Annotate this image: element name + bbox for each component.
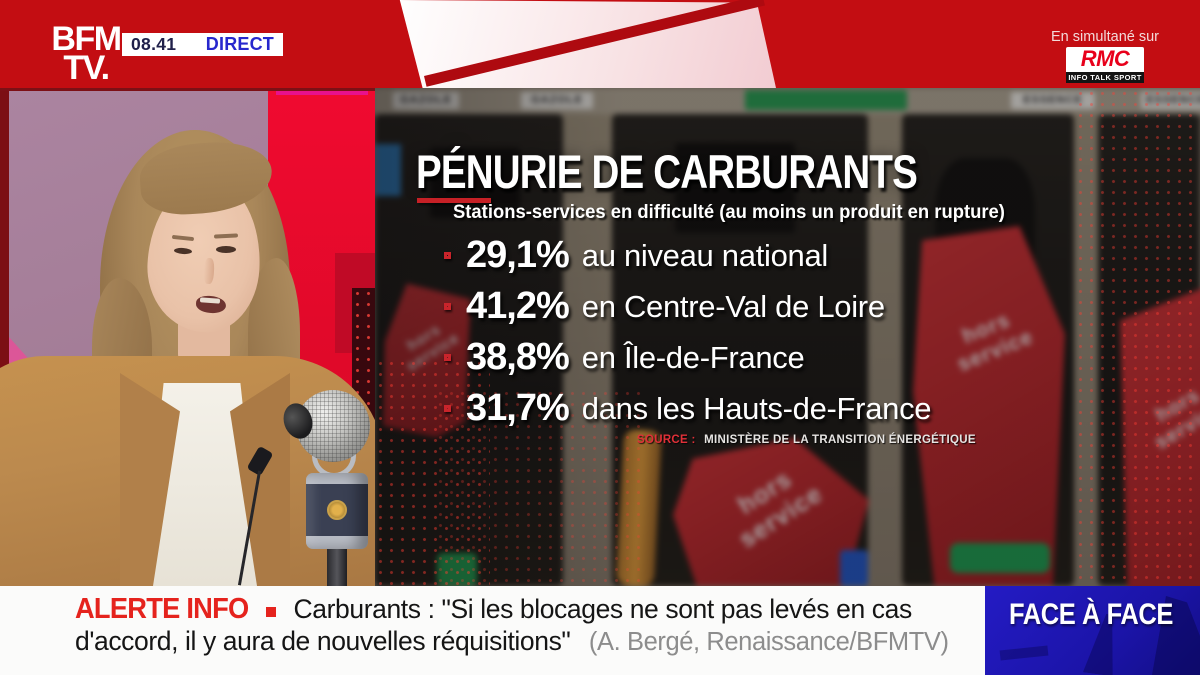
bfm-logo-line2: TV. bbox=[63, 48, 110, 87]
source-line: SOURCE : MINISTÈRE DE LA TRANSITION ÉNER… bbox=[637, 434, 976, 446]
bfm-logo-line1: BFM bbox=[51, 20, 122, 58]
title-red-underline bbox=[417, 198, 491, 203]
stat-label: dans les Hauts-de-France bbox=[581, 390, 932, 426]
source-text: MINISTÈRE DE LA TRANSITION ÉNERGÉTIQUE bbox=[704, 434, 976, 446]
red-dots-pattern bbox=[435, 388, 645, 586]
stat-bullet-icon bbox=[444, 303, 451, 310]
source-label: SOURCE : bbox=[637, 434, 696, 446]
video-area: GAZOLE GAZOLE ESSENCE ESSENCE hors servi bbox=[0, 88, 1200, 586]
stat-value: 29,1% bbox=[466, 234, 570, 276]
rmc-logo: RMC bbox=[1066, 47, 1144, 72]
microphone-logo-badge bbox=[327, 500, 347, 520]
guest-eye-right bbox=[216, 246, 236, 253]
header-band: BFM TV. 08.41 DIRECT En simultané sur RM… bbox=[0, 0, 1200, 88]
stat-value: 31,7% bbox=[466, 387, 570, 429]
studio-top-line bbox=[0, 88, 375, 91]
studio-magenta-strip bbox=[276, 88, 368, 95]
stat-row: 38,8% en Île-de-France bbox=[444, 332, 1064, 383]
red-dots-pattern bbox=[375, 358, 490, 586]
simulcast-label: En simultané sur bbox=[1051, 29, 1159, 45]
stat-row: 41,2% en Centre-Val de Loire bbox=[444, 281, 1064, 332]
infographic-title: PÉNURIE DE CARBURANTS bbox=[416, 145, 918, 198]
stat-bullet-icon bbox=[444, 405, 451, 412]
stat-row: 29,1% au niveau national bbox=[444, 230, 1064, 281]
headline-attribution: (A. Bergé, Renaissance/BFMTV) bbox=[588, 628, 949, 656]
red-square-icon bbox=[265, 606, 276, 617]
stat-row: 31,7% dans les Hauts-de-France bbox=[444, 383, 1064, 434]
stat-bullet-icon bbox=[444, 252, 451, 259]
headline-line-2: d'accord, il y aura de nouvelles réquisi… bbox=[75, 626, 571, 656]
bfm-tv-logo: BFM TV. bbox=[50, 20, 122, 87]
clock-time: 08.41 bbox=[131, 34, 177, 54]
red-dots-pattern bbox=[1075, 88, 1200, 586]
headline-line-1: Carburants : "Si les blocages ne sont pa… bbox=[293, 594, 913, 624]
microphone-stand bbox=[327, 549, 347, 586]
alert-info-label: ALERTE INFO bbox=[75, 593, 249, 625]
studio-left-edge bbox=[0, 88, 9, 586]
live-badge: DIRECT bbox=[205, 34, 274, 54]
stats-list: 29,1% au niveau national 41,2% en Centre… bbox=[444, 230, 1064, 434]
stat-label: en Île-de-France bbox=[581, 339, 805, 375]
rmc-tagline: INFO TALK SPORT bbox=[1066, 72, 1144, 83]
ticker-line-2: d'accord, il y aura de nouvelles réquisi… bbox=[75, 626, 949, 657]
stat-label: en Centre-Val de Loire bbox=[581, 288, 885, 324]
infographic-subtitle: Stations-services en difficulté (au moin… bbox=[453, 202, 1005, 223]
program-title: FACE À FACE bbox=[1009, 598, 1173, 631]
program-badge-decoration bbox=[999, 645, 1049, 661]
stat-bullet-icon bbox=[444, 354, 451, 361]
stat-value: 41,2% bbox=[466, 285, 570, 327]
fuel-pump-footage: GAZOLE GAZOLE ESSENCE ESSENCE hors servi bbox=[375, 88, 1200, 586]
footage-dim-overlay bbox=[375, 88, 1200, 586]
studio-shot bbox=[0, 88, 375, 586]
stat-label: au niveau national bbox=[581, 237, 829, 273]
breaking-news-banner: ALERTE INFO Carburants : "Si les blocage… bbox=[0, 586, 1200, 675]
program-badge: FACE À FACE bbox=[985, 586, 1200, 675]
stat-value: 38,8% bbox=[466, 336, 570, 378]
ticker-line-1: ALERTE INFO Carburants : "Si les blocage… bbox=[75, 593, 912, 626]
time-direct-box: 08.41 DIRECT bbox=[122, 33, 283, 56]
